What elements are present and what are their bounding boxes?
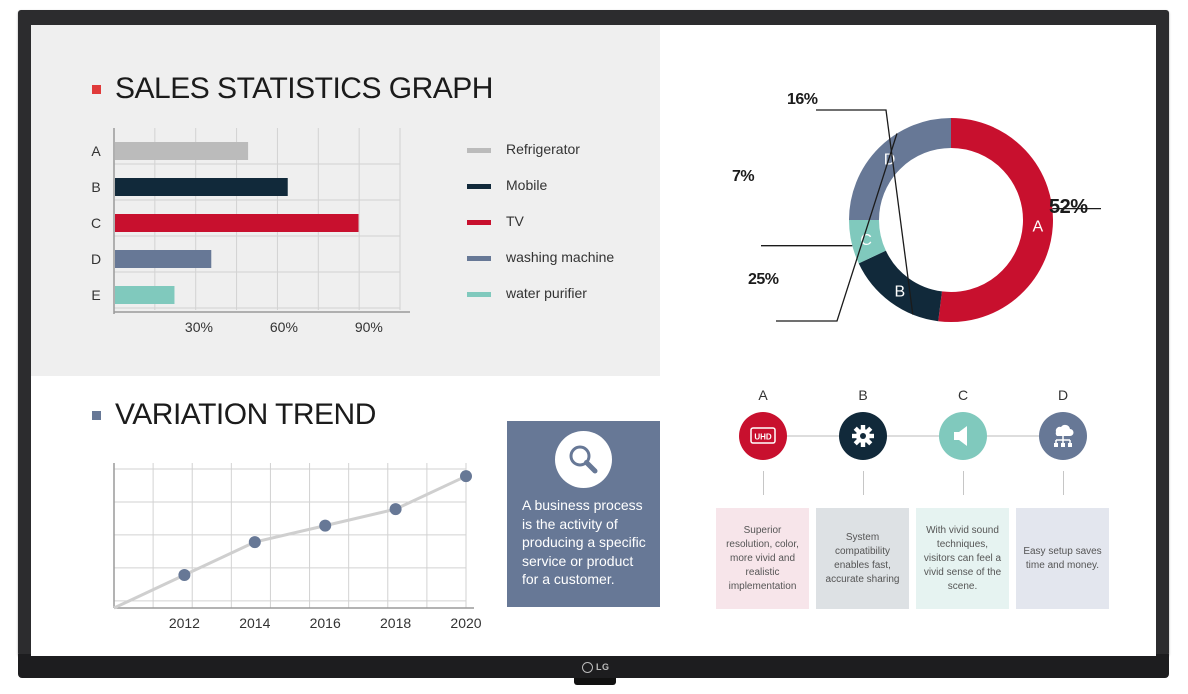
bar-x-tick-label: 90% bbox=[354, 319, 383, 335]
line-x-tick-label: 2020 bbox=[450, 615, 482, 631]
line-x-tick-label: 2016 bbox=[309, 615, 341, 631]
legend-label: TV bbox=[506, 213, 524, 229]
bar-e bbox=[115, 286, 175, 304]
donut-percent-label: 7% bbox=[732, 168, 755, 185]
donut-slice-b bbox=[858, 250, 943, 322]
feature-card: Easy setup saves time and money. bbox=[1016, 508, 1109, 609]
feature-tick bbox=[763, 471, 764, 495]
feature-connector-line bbox=[763, 435, 1063, 437]
bar-category-label: E bbox=[91, 287, 101, 303]
donut-leader-line bbox=[816, 109, 914, 315]
brand-label: LG bbox=[596, 662, 610, 672]
svg-text:UHD: UHD bbox=[754, 433, 772, 442]
bar-category-label: C bbox=[90, 215, 102, 231]
donut-slice-a bbox=[938, 118, 1053, 322]
donut-slice-letter: A bbox=[1032, 218, 1043, 235]
trend-line bbox=[113, 474, 467, 610]
tv-stand bbox=[574, 678, 616, 685]
donut-percent-label: 52% bbox=[1049, 196, 1088, 218]
line-x-tick-label: 2012 bbox=[168, 615, 200, 631]
line-x-tick-label: 2018 bbox=[380, 615, 412, 631]
donut-percent-label: 16% bbox=[787, 91, 818, 108]
donut-slice-letter: C bbox=[860, 232, 872, 249]
bar-a bbox=[115, 142, 249, 160]
trend-line-chart bbox=[113, 463, 474, 610]
screen: SALES STATISTICS GRAPH A B C D E 30% 60% 90% Re… bbox=[31, 25, 1156, 656]
legend-swatch bbox=[467, 292, 491, 297]
sales-title-marker bbox=[92, 85, 101, 94]
feature-tick bbox=[1063, 471, 1064, 495]
trend-point-2016 bbox=[319, 519, 332, 532]
bar-b bbox=[115, 178, 288, 196]
legend-swatch bbox=[467, 148, 491, 153]
legend-label: water purifier bbox=[506, 285, 587, 301]
donut-leader-line bbox=[776, 133, 898, 322]
sales-title: SALES STATISTICS GRAPH bbox=[115, 72, 493, 105]
legend-swatch bbox=[467, 256, 491, 261]
feature-card: With vivid sound techniques, visitors ca… bbox=[916, 508, 1009, 609]
legend-label: Refrigerator bbox=[506, 141, 580, 157]
feature-card: Superior resolution, color, more vivid a… bbox=[716, 508, 809, 609]
lg-logo-icon bbox=[582, 662, 593, 673]
magnifier-icon bbox=[555, 431, 612, 488]
feature-tick bbox=[963, 471, 964, 495]
tv-chin bbox=[18, 654, 1169, 678]
speaker-icon bbox=[939, 412, 987, 460]
bar-d bbox=[115, 250, 212, 268]
feature-letter: B bbox=[858, 387, 868, 403]
bar-c bbox=[115, 214, 359, 232]
bar-category-label: B bbox=[91, 179, 101, 195]
bar-category-label: A bbox=[91, 143, 101, 159]
trend-point-2012 bbox=[178, 569, 191, 582]
legend-label: Mobile bbox=[506, 177, 548, 193]
info-card: A business process is the activity of pr… bbox=[507, 421, 660, 607]
trend-title-marker bbox=[92, 411, 101, 420]
donut-slice-d bbox=[849, 118, 952, 221]
trend-point-2020 bbox=[460, 470, 472, 483]
share-donut-chart: A B C D bbox=[761, 109, 1101, 322]
donut-percent-label: 25% bbox=[748, 271, 779, 288]
feature-letter: D bbox=[1057, 387, 1069, 403]
donut-slice-letter: B bbox=[895, 283, 906, 300]
info-text: A business process is the activity of pr… bbox=[522, 497, 646, 587]
trend-point-2014 bbox=[248, 536, 261, 549]
legend-label: washing machine bbox=[506, 249, 615, 265]
feature-letter: C bbox=[957, 387, 969, 403]
bar-category-label: D bbox=[90, 251, 102, 267]
uhd-icon: UHD bbox=[739, 412, 787, 460]
network-icon bbox=[1039, 412, 1087, 460]
feature-card: System compatibility enables fast, accur… bbox=[816, 508, 909, 609]
line-x-tick-label: 2014 bbox=[239, 615, 271, 631]
donut-slice-c bbox=[849, 219, 887, 264]
legend-swatch bbox=[467, 184, 491, 189]
bar-x-tick-label: 30% bbox=[184, 319, 213, 335]
bar-chart-canvas bbox=[113, 128, 410, 314]
feature-tick bbox=[863, 471, 864, 495]
legend-swatch bbox=[467, 220, 491, 225]
trend-point-2018 bbox=[389, 503, 402, 516]
trend-title: VARIATION TREND bbox=[115, 398, 376, 431]
donut-slice-letter: D bbox=[884, 151, 896, 168]
gear-icon bbox=[839, 412, 887, 460]
feature-letter: A bbox=[758, 387, 768, 403]
bar-x-tick-label: 60% bbox=[269, 319, 298, 335]
